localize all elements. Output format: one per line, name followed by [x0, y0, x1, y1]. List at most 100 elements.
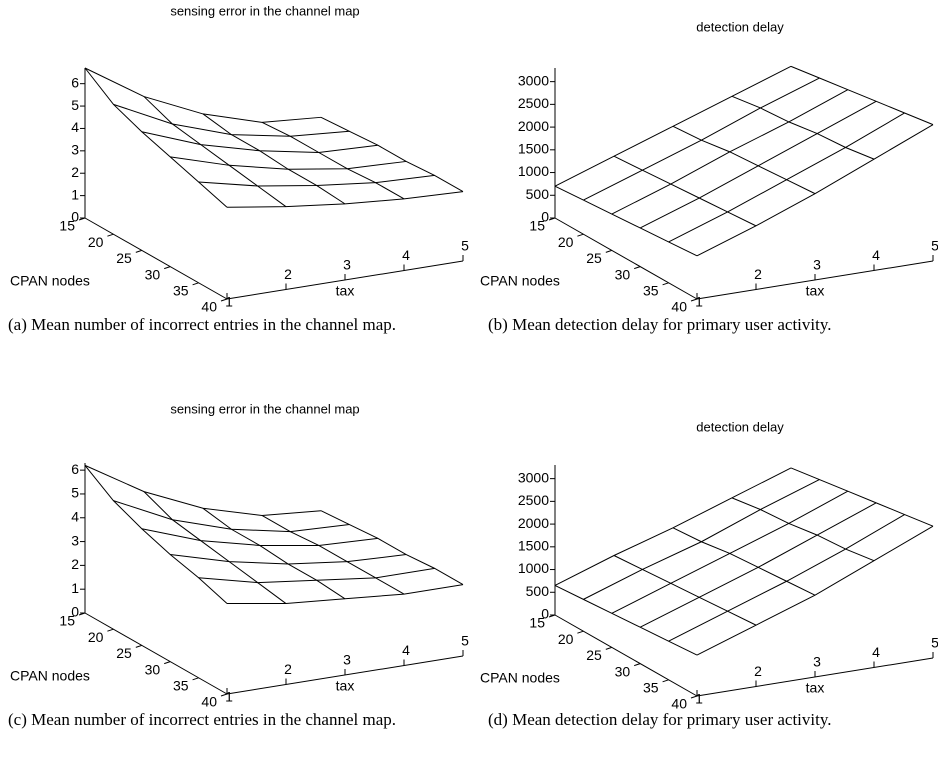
y-tick: [605, 646, 612, 650]
z-tick-label: 3000: [518, 469, 549, 485]
y-tick: [634, 663, 641, 667]
z-tick-label: 1000: [518, 560, 549, 576]
surface-column: [84, 465, 228, 604]
x-tick-label: 1: [695, 294, 703, 310]
surface-column: [613, 555, 757, 626]
x-axis-label: tax: [336, 678, 355, 694]
y-tick: [577, 630, 584, 634]
surface-row: [170, 553, 407, 565]
y-axis: [84, 217, 228, 300]
y-tick: [107, 628, 114, 632]
y-axis: [84, 612, 228, 695]
surface-column: [731, 95, 875, 160]
x-tick-label: 1: [695, 691, 703, 707]
surface-column: [672, 125, 816, 195]
caption: (d) Mean detection delay for primary use…: [488, 710, 832, 729]
surface-row: [170, 156, 407, 170]
surface-row: [639, 502, 877, 628]
y-tick: [548, 614, 556, 618]
y-tick-label: 15: [529, 218, 545, 234]
y-axis-label: CPAN nodes: [480, 670, 560, 686]
y-tick-label: 20: [558, 631, 574, 647]
x-tick-label: 2: [754, 663, 762, 679]
surface-row: [141, 528, 378, 546]
x-tick-label: 3: [813, 654, 821, 670]
surface-column: [202, 113, 346, 205]
x-axis-label: tax: [806, 680, 825, 696]
surface-column: [261, 515, 405, 595]
z-tick-label: 3: [71, 532, 79, 548]
x-tick-label: 4: [872, 644, 880, 660]
y-tick: [78, 612, 86, 616]
surface-column: [261, 121, 405, 200]
y-tick-label: 25: [586, 250, 602, 266]
z-tick-label: 4: [71, 119, 79, 135]
y-axis-label: CPAN nodes: [10, 273, 90, 289]
y-tick: [662, 679, 669, 683]
surface-row: [113, 500, 350, 533]
y-tick: [78, 217, 86, 221]
x-axis-label: tax: [336, 283, 355, 299]
x-tick-label: 4: [872, 247, 880, 263]
z-tick-label: 0: [541, 606, 549, 622]
z-tick-label: 2000: [518, 118, 549, 134]
z-tick-label: 5: [71, 97, 79, 113]
y-axis-label: CPAN nodes: [10, 668, 90, 684]
y-tick-label: 15: [59, 218, 75, 234]
y-tick-label: 35: [643, 680, 659, 696]
y-tick: [634, 266, 641, 270]
y-tick-label: 35: [173, 678, 189, 694]
y-tick: [220, 693, 228, 697]
x-tick-label: 2: [284, 661, 292, 677]
caption: (b) Mean detection delay for primary use…: [488, 315, 832, 334]
x-tick-label: 4: [402, 642, 410, 658]
x-tick-label: 2: [284, 266, 292, 282]
z-tick-label: 1500: [518, 538, 549, 554]
y-tick: [548, 217, 556, 221]
y-tick: [220, 298, 228, 302]
y-tick-label: 25: [586, 647, 602, 663]
y-tick-label: 30: [615, 266, 631, 282]
surface-row: [226, 191, 464, 208]
z-tick-label: 1500: [518, 141, 549, 157]
plot-title: detection delay: [696, 19, 784, 34]
surface-column: [790, 467, 934, 527]
caption: (c) Mean number of incorrect entries in …: [8, 710, 397, 729]
z-tick-label: 1: [71, 186, 79, 202]
y-tick-label: 30: [145, 266, 161, 282]
y-tick: [192, 282, 199, 286]
surface-column: [613, 155, 757, 227]
surface-column: [731, 497, 875, 562]
y-tick: [662, 282, 669, 286]
y-tick-label: 40: [671, 696, 687, 712]
y-axis: [554, 217, 698, 300]
z-tick-label: 5: [71, 485, 79, 501]
y-tick: [164, 266, 171, 270]
y-tick-label: 40: [201, 299, 217, 315]
y-tick-label: 35: [643, 283, 659, 299]
surface-row: [141, 131, 378, 153]
surface-column: [320, 510, 464, 586]
plot-title: sensing error in the channel map: [170, 3, 359, 18]
surface-row: [554, 467, 792, 586]
x-tick-label: 2: [754, 266, 762, 282]
surface-column: [84, 67, 228, 208]
surface-row: [696, 525, 934, 656]
y-tick-label: 35: [173, 283, 189, 299]
x-tick-label: 3: [343, 652, 351, 668]
z-tick-label: 2500: [518, 492, 549, 508]
z-tick-label: 2000: [518, 515, 549, 531]
surface-row: [198, 174, 435, 187]
surface-row: [668, 112, 905, 243]
x-tick-label: 3: [813, 257, 821, 273]
z-tick-label: 2500: [518, 95, 549, 111]
y-tick: [605, 249, 612, 253]
y-tick: [164, 661, 171, 665]
x-tick-label: 5: [461, 633, 469, 649]
y-tick-label: 15: [59, 613, 75, 629]
z-tick-label: 500: [526, 186, 550, 202]
surface-column: [672, 527, 816, 596]
surface-row: [583, 77, 820, 201]
